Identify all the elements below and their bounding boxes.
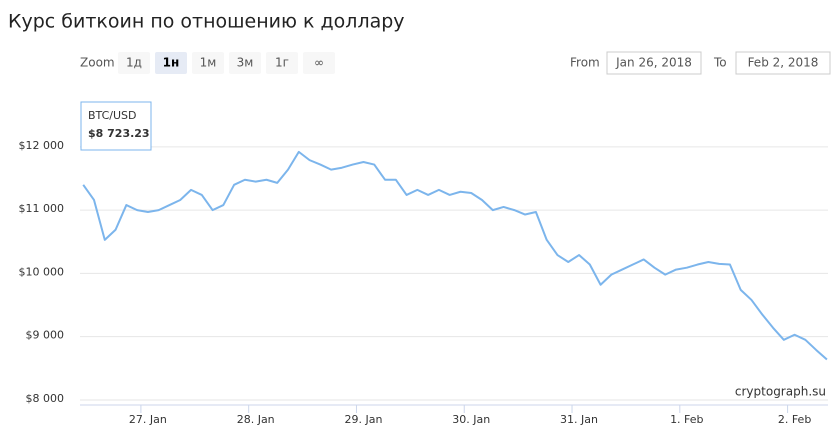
y-tick-label: $8 000: [26, 392, 65, 405]
zoom-button[interactable]: [155, 52, 187, 74]
x-tick-label: 28. Jan: [237, 413, 275, 426]
zoom-label: Zoom: [80, 56, 115, 70]
zoom-button[interactable]: [303, 52, 335, 74]
zoom-button-label: 1м: [200, 56, 217, 70]
zoom-button-label: 1г: [275, 56, 289, 70]
tooltip-name: BTC/USD: [88, 109, 137, 122]
x-tick-label: 27. Jan: [129, 413, 167, 426]
x-tick-label: 1. Feb: [670, 413, 703, 426]
price-line: [82, 150, 828, 361]
zoom-buttons: 1д 1н 1м 3м 1г ∞: [118, 52, 335, 74]
x-tick-label: 30. Jan: [452, 413, 490, 426]
plot-area: $8 000 $9 000 $10 000 $11 000 $12 000 27. Jan…: [19, 139, 828, 426]
zoom-button[interactable]: [266, 52, 298, 74]
zoom-button[interactable]: [229, 52, 261, 74]
zoom-button-label: 1н: [163, 56, 180, 70]
y-tick-label: $10 000: [19, 265, 65, 278]
chart-title: Курс биткоин по отношению к доллару: [8, 11, 405, 33]
y-tick-label: $12 000: [19, 139, 65, 152]
y-tick-label: $11 000: [19, 202, 65, 215]
from-label: From: [570, 56, 600, 70]
x-tick-label: 31. Jan: [560, 413, 598, 426]
to-label: To: [713, 56, 727, 70]
zoom-button-label: ∞: [314, 56, 324, 70]
zoom-button[interactable]: [192, 52, 224, 74]
zoom-button[interactable]: [118, 52, 150, 74]
from-input[interactable]: [606, 51, 702, 75]
zoom-button-label: 1д: [126, 56, 142, 70]
tooltip-value: $8 723.23: [88, 127, 150, 140]
tooltip-box: [80, 101, 152, 151]
from-value: Jan 26, 2018: [615, 56, 692, 70]
x-tick-label: 2. Feb: [778, 413, 811, 426]
credits: cryptograph.su: [735, 385, 826, 399]
to-value: Feb 2, 2018: [748, 56, 819, 70]
x-tick-label: 29. Jan: [344, 413, 382, 426]
zoom-button-label: 3м: [237, 56, 254, 70]
y-tick-label: $9 000: [26, 329, 65, 342]
to-input[interactable]: [735, 51, 831, 75]
